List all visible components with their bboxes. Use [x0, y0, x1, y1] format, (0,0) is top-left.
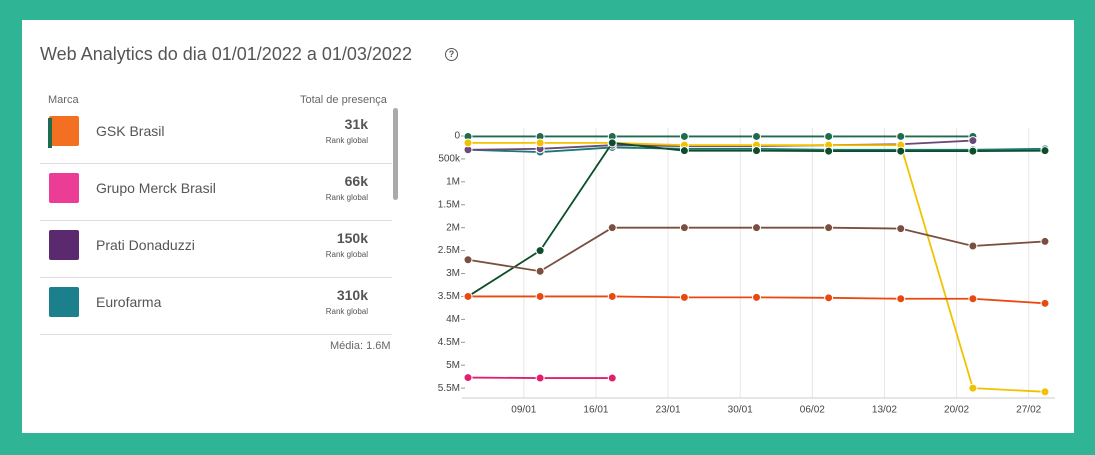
data-point: [607, 373, 617, 383]
data-point: [824, 146, 834, 156]
data-point: [463, 255, 473, 265]
presence-value: 66k: [344, 173, 368, 189]
brand-logo: [49, 287, 79, 317]
x-tick-label: 16/01: [583, 405, 608, 416]
rank-label: Rank global: [325, 136, 368, 145]
data-point: [463, 291, 473, 301]
rank-label: Rank global: [325, 307, 368, 316]
data-point: [968, 383, 978, 393]
series-line: [467, 141, 1046, 298]
data-point: [752, 223, 761, 233]
data-point: [463, 138, 473, 148]
title: Web Analytics do dia 01/01/2022 a 01/03/…: [40, 44, 412, 64]
data-point: [896, 146, 906, 156]
data-point: [679, 131, 689, 141]
presence-value: 150k: [336, 230, 368, 246]
data-point: [535, 138, 545, 148]
data-point: [1040, 146, 1050, 156]
y-tick-label: 5.5M: [438, 383, 460, 394]
series-line: [468, 141, 1046, 393]
data-point: [896, 224, 906, 234]
data-point: [607, 291, 617, 301]
data-point: [607, 223, 617, 233]
y-tick-label: 0: [454, 131, 460, 142]
selected-indicator: [48, 118, 52, 148]
brand-name: Prati Donaduzzi: [96, 237, 195, 253]
data-point: [824, 223, 834, 233]
brand-row[interactable]: Grupo Merck Brasil 66k Rank global: [40, 163, 392, 221]
y-tick-label: 4.5M: [438, 337, 460, 348]
data-point: [824, 131, 834, 141]
brand-name: GSK Brasil: [96, 123, 165, 139]
data-point: [679, 292, 689, 302]
brand-logo: [49, 173, 79, 203]
x-tick-label: 06/02: [800, 405, 825, 416]
presence-value: 31k: [344, 116, 368, 132]
help-icon[interactable]: ?: [445, 48, 458, 61]
data-point: [535, 291, 545, 301]
series-line: [467, 226, 1046, 273]
data-point: [752, 146, 761, 156]
data-point: [607, 138, 617, 148]
x-tick-label: 20/02: [944, 405, 969, 416]
x-tick-label: 23/01: [656, 405, 681, 416]
data-point: [463, 373, 473, 383]
data-point: [968, 294, 978, 304]
data-point: [679, 223, 689, 233]
data-point: [968, 136, 978, 146]
y-tick-label: 500k: [438, 154, 461, 165]
data-point: [535, 246, 545, 256]
data-point: [752, 131, 761, 141]
rank-label: Rank global: [325, 193, 368, 202]
average: Média: 1.6M: [330, 340, 391, 350]
header: Marca: [48, 94, 79, 106]
y-tick-label: 2.5M: [438, 245, 460, 256]
y-tick-label: 3.5M: [438, 291, 460, 302]
brand-row[interactable]: Eurofarma 310k Rank global: [40, 277, 392, 335]
data-point: [1040, 236, 1050, 246]
y-tick-label: 4M: [446, 314, 460, 325]
scrollbar[interactable]: [393, 108, 398, 200]
brand-logo: [49, 230, 79, 260]
data-point: [968, 146, 978, 156]
presence-value: 310k: [336, 287, 368, 303]
brand-logo: [49, 116, 79, 146]
brand-name: Eurofarma: [96, 294, 162, 310]
y-tick-label: 5M: [446, 360, 460, 371]
y-tick-label: 1M: [446, 176, 460, 187]
data-point: [752, 292, 761, 302]
x-tick-label: 27/02: [1016, 405, 1041, 416]
data-point: [535, 266, 545, 276]
y-tick-label: 3M: [446, 268, 460, 279]
x-tick-label: 30/01: [728, 405, 753, 416]
header: Total de presença: [300, 94, 387, 106]
y-tick-label: 1.5M: [438, 199, 460, 210]
data-point: [896, 131, 906, 141]
x-tick-label: 13/02: [872, 405, 897, 416]
rank-label: Rank global: [325, 250, 368, 259]
data-point: [824, 293, 834, 303]
y-tick-label: 2M: [446, 222, 460, 233]
data-point: [896, 294, 906, 304]
brand-row[interactable]: GSK Brasil 31k Rank global: [40, 106, 392, 164]
data-point: [968, 241, 978, 251]
brand-row[interactable]: Prati Donaduzzi 150k Rank global: [40, 220, 392, 278]
data-point: [1040, 298, 1050, 308]
data-point: [1040, 387, 1050, 397]
x-tick-label: 09/01: [511, 405, 536, 416]
data-point: [679, 146, 689, 156]
data-point: [535, 373, 545, 383]
brand-name: Grupo Merck Brasil: [96, 180, 216, 196]
